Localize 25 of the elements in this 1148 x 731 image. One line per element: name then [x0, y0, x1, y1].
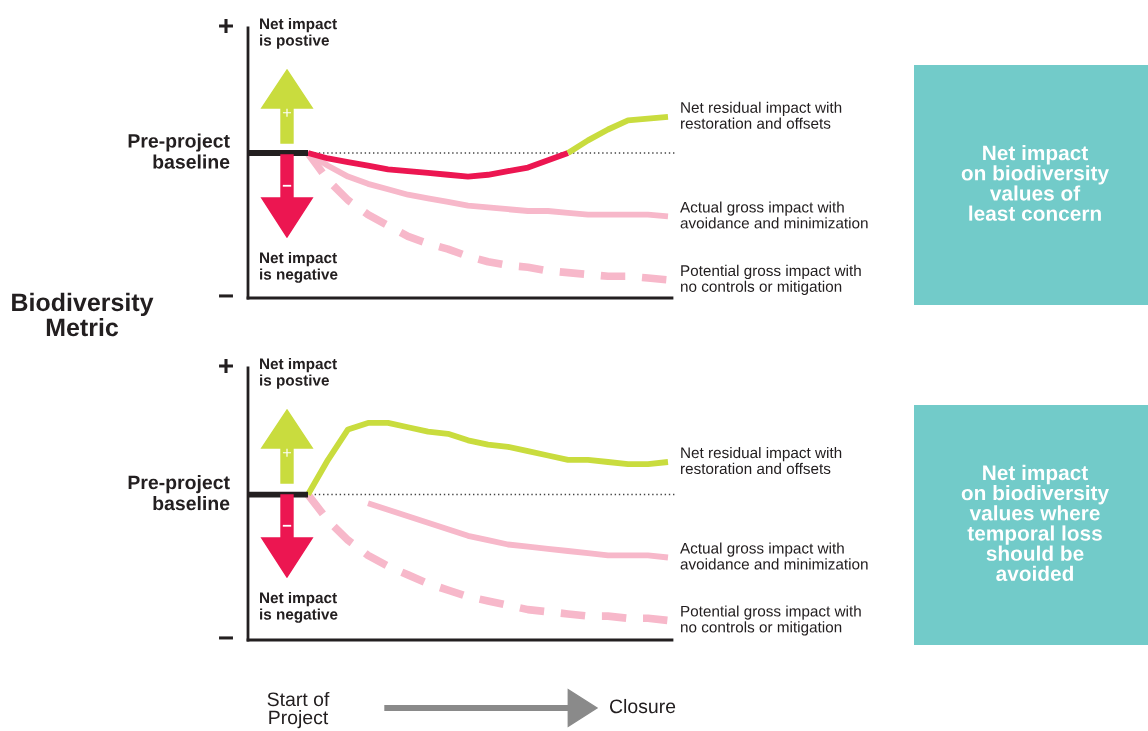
series-label: Actual gross impact with avoidance and minimization	[680, 201, 868, 229]
text: −	[219, 294, 233, 298]
series-label: Potential gross impact with no controls or mitigation	[681, 605, 861, 636]
text: Net impact is postive	[260, 18, 337, 49]
text: Closure	[609, 698, 676, 714]
series-label: Net residual impact with restoration and offsets	[681, 101, 842, 129]
annotation: +	[282, 108, 292, 117]
text: +	[219, 18, 233, 33]
text: Net impact is postive	[260, 358, 337, 389]
series-label: Potential gross impact with no controls or mitigation	[681, 264, 861, 295]
series-label: Net residual impact with restoration and offsets	[681, 446, 842, 475]
annotation: Net impact is negative	[260, 252, 338, 283]
annotation: −	[282, 524, 292, 527]
annotation: −	[282, 184, 292, 187]
y-axis-title: Biodiversity Metric	[12, 292, 154, 337]
text: Start of Project	[267, 691, 330, 729]
ref-line-label: Pre-project baseline	[128, 475, 230, 511]
text: −	[219, 636, 233, 640]
text: +	[219, 358, 233, 373]
series-label: Actual gross impact with avoidance and minimization	[680, 542, 868, 570]
annotation: +	[282, 448, 292, 457]
text: Net impact on biodiversity values where temporal loss should be avoided	[961, 464, 1109, 582]
ref-line-label: Pre-project baseline	[128, 133, 230, 169]
annotation: Net impact is negative	[260, 592, 338, 623]
text: Net impact on biodiversity values of least concern	[961, 145, 1109, 221]
